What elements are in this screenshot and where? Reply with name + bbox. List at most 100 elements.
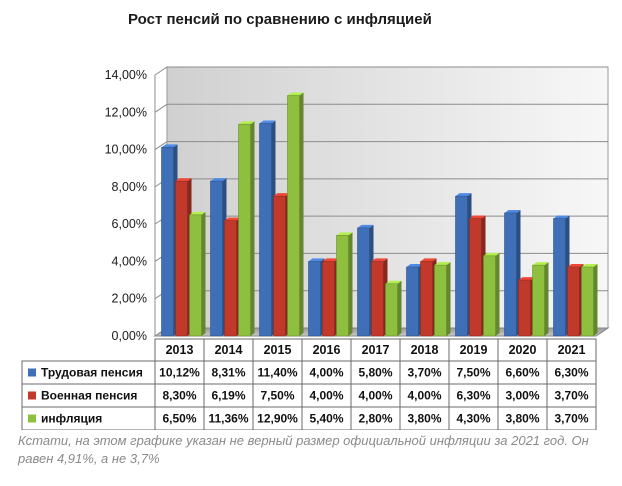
legend-swatch xyxy=(28,391,36,400)
bar-top xyxy=(210,178,227,182)
image-caption: Кстати, на этом графике указан не верный… xyxy=(18,433,589,466)
bar-front xyxy=(455,195,468,337)
x-tick-label: 2021 xyxy=(558,343,586,357)
bar-front xyxy=(553,218,566,337)
bar-front xyxy=(581,266,594,337)
bar-front xyxy=(175,180,188,337)
bar-front xyxy=(406,266,419,337)
bar-top xyxy=(238,121,255,125)
bar xyxy=(385,280,402,337)
data-label: 4,00% xyxy=(407,389,441,403)
data-label: 6,30% xyxy=(456,389,490,403)
x-tick-label: 2014 xyxy=(215,343,243,357)
data-label: 2,80% xyxy=(358,412,392,426)
bar-top xyxy=(385,280,402,284)
bar-top xyxy=(504,209,521,213)
data-label: 5,80% xyxy=(358,366,392,380)
data-label: 8,31% xyxy=(211,366,245,380)
bar-front xyxy=(189,214,202,337)
bar xyxy=(581,264,598,337)
bar-front xyxy=(161,147,174,337)
y-tick-label: 2,00% xyxy=(112,292,147,306)
data-label: 11,40% xyxy=(257,366,297,380)
bar-front xyxy=(259,123,272,337)
bar-front xyxy=(224,220,237,337)
data-table: 2013 2014 2015 2016 2017 2018 2019 2020 2021 Труд… xyxy=(21,338,597,430)
y-tick-label: 12,00% xyxy=(105,105,147,119)
bar-top xyxy=(336,232,353,236)
y-tick-label: 0,00% xyxy=(112,329,147,343)
bar-side xyxy=(397,280,402,336)
bar-front xyxy=(357,227,370,337)
data-label: 5,40% xyxy=(309,412,343,426)
data-label: 12,90% xyxy=(257,412,298,426)
data-label: 11,36% xyxy=(208,412,248,426)
bar-side xyxy=(495,252,500,336)
bar-front xyxy=(371,261,384,337)
bar-side xyxy=(250,121,255,337)
bar xyxy=(189,211,206,337)
bar-top xyxy=(371,258,388,262)
bar-top xyxy=(175,178,192,182)
bar-side xyxy=(348,232,353,336)
bar xyxy=(287,92,304,337)
bar-top xyxy=(553,215,570,219)
bar-top xyxy=(357,224,374,228)
data-label: 6,60% xyxy=(505,366,539,380)
bar-top xyxy=(189,211,206,215)
data-label: 7,50% xyxy=(260,389,294,403)
data-label: 4,00% xyxy=(309,366,343,380)
data-label: 3,70% xyxy=(554,389,588,403)
bar xyxy=(518,277,535,337)
bar-side xyxy=(544,262,549,336)
data-label: 3,00% xyxy=(505,389,539,403)
bar xyxy=(322,258,339,337)
bar-top xyxy=(434,262,451,266)
bar-front xyxy=(420,261,433,337)
bar xyxy=(567,264,584,337)
bar-front xyxy=(287,95,300,337)
bar xyxy=(308,258,325,337)
bar-top xyxy=(287,92,304,96)
bar-front xyxy=(385,283,398,337)
data-label: 4,30% xyxy=(456,412,490,426)
data-label: 10,12% xyxy=(159,366,200,380)
bar-side xyxy=(201,211,206,336)
data-label: 4,00% xyxy=(309,389,343,403)
y-tick-label: 14,00% xyxy=(105,68,147,82)
bar-front xyxy=(336,235,349,337)
bar-top xyxy=(420,258,437,262)
bar-front xyxy=(532,264,545,337)
data-label: 6,30% xyxy=(554,366,588,380)
bar-top xyxy=(224,217,241,221)
bar-side xyxy=(593,264,598,336)
x-tick-label: 2017 xyxy=(362,343,390,357)
x-tick-label: 2019 xyxy=(460,343,488,357)
bar xyxy=(553,215,570,337)
chart: Рост пенсий по сравнению с инфляцией 0,0… xyxy=(21,11,610,430)
bars xyxy=(161,92,598,337)
bar-top xyxy=(567,264,584,268)
bar-top xyxy=(469,215,486,219)
bar xyxy=(273,193,290,337)
data-label: 8,30% xyxy=(162,389,196,403)
bar xyxy=(532,262,549,337)
data-label: 3,70% xyxy=(407,366,441,380)
bar-side xyxy=(446,262,451,336)
bar xyxy=(259,120,276,337)
bar-top xyxy=(581,264,598,268)
bar-front xyxy=(434,264,447,337)
bar-top xyxy=(273,193,290,197)
y-axis: 0,00% 2,00% 4,00% 6,00% 8,00% 10,00% 12,00% 14,… xyxy=(105,68,156,343)
chart-title: Рост пенсий по сравнению с инфляцией xyxy=(128,11,432,28)
bar-top xyxy=(532,262,549,266)
bar xyxy=(175,178,192,337)
bar xyxy=(504,209,521,337)
legend-label: Военная пенсия xyxy=(41,389,137,403)
bar-top xyxy=(455,193,472,197)
bar-front xyxy=(567,266,580,337)
x-tick-label: 2016 xyxy=(313,343,341,357)
legend-swatch xyxy=(28,414,36,423)
bar-side xyxy=(299,92,304,336)
gridline xyxy=(154,141,608,150)
